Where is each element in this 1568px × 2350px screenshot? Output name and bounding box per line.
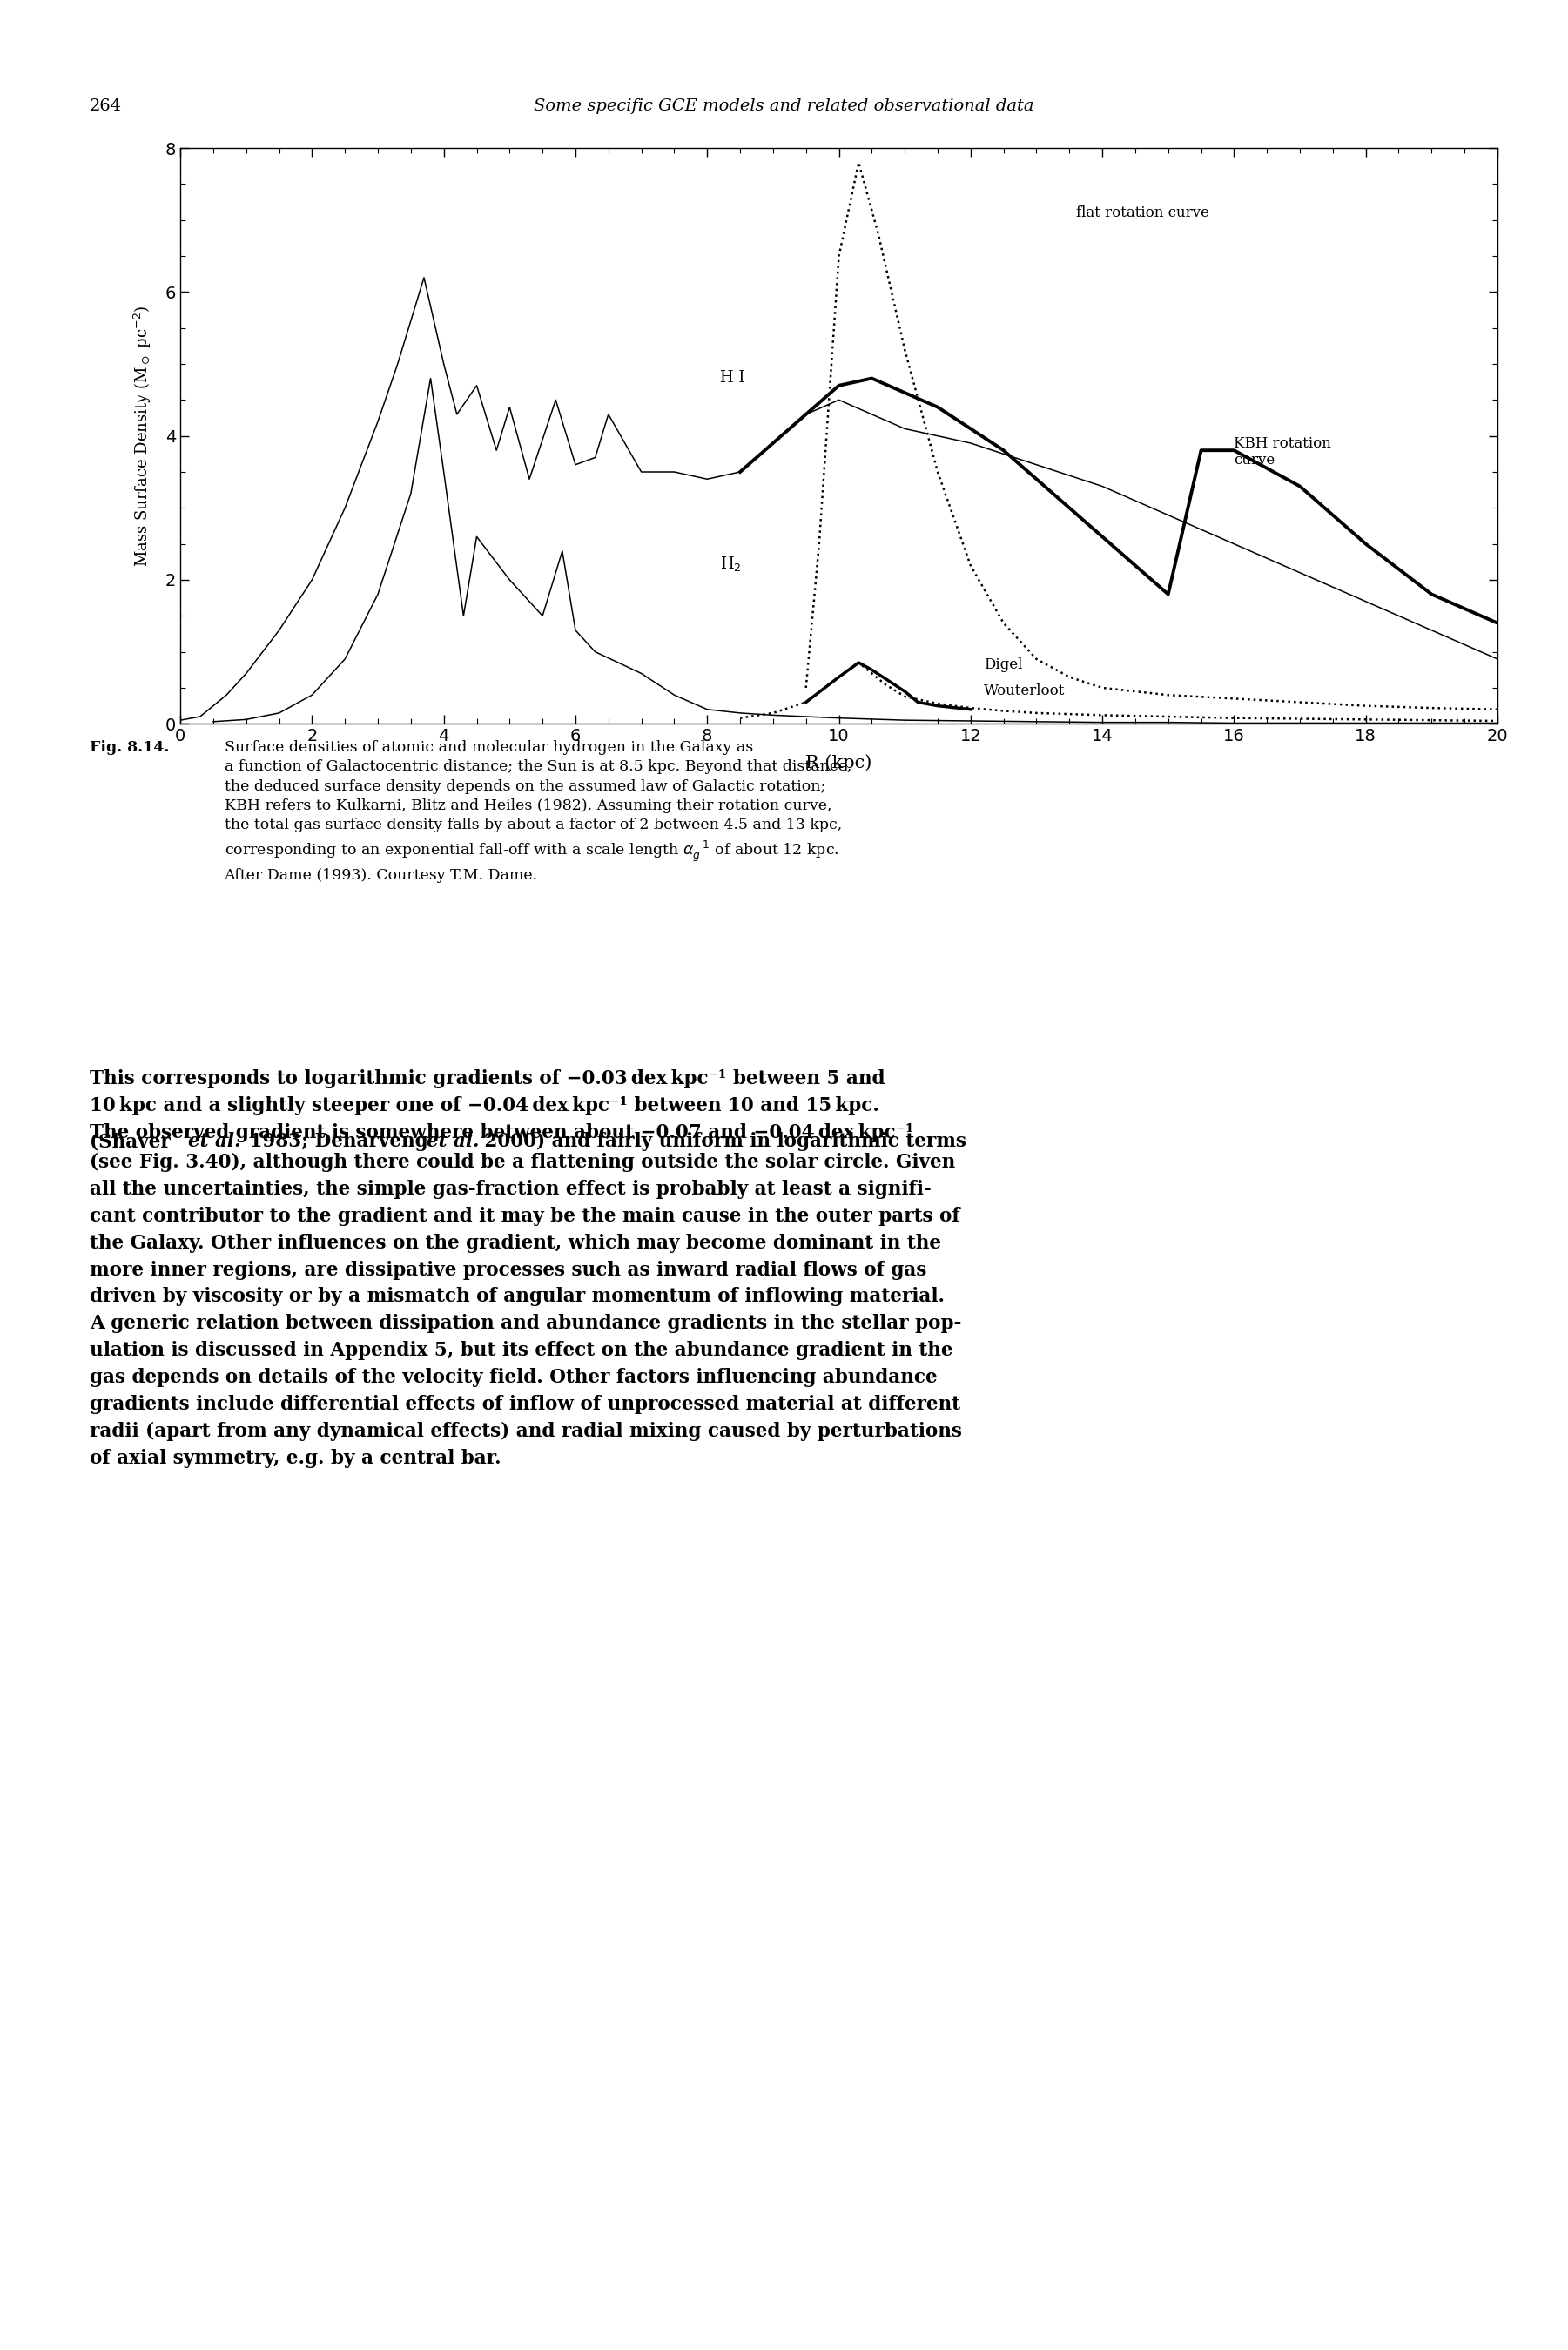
Text: Wouterloot: Wouterloot: [983, 684, 1065, 698]
Text: Digel: Digel: [983, 658, 1022, 672]
Text: Surface densities of atomic and molecular hydrogen in the Galaxy as
a function o: Surface densities of atomic and molecula…: [224, 740, 851, 884]
Text: Some specific GCE models and related observational data: Some specific GCE models and related obs…: [535, 99, 1033, 115]
Text: (see Fig. 3.40), although there could be a flattening outside the solar circle. : (see Fig. 3.40), although there could be…: [89, 1154, 961, 1469]
Text: KBH rotation
curve: KBH rotation curve: [1234, 437, 1331, 468]
Text: 264: 264: [89, 99, 122, 115]
Text: H$_2$: H$_2$: [720, 555, 742, 573]
Text: H I: H I: [720, 369, 745, 385]
Text: 2000) and fairly uniform in logarithmic terms: 2000) and fairly uniform in logarithmic …: [478, 1133, 966, 1152]
X-axis label: R (kpc): R (kpc): [806, 754, 872, 771]
Text: 1983; Deharveng: 1983; Deharveng: [243, 1133, 434, 1152]
Text: et al.: et al.: [426, 1133, 480, 1152]
Text: This corresponds to logarithmic gradients of −0.03 dex kpc⁻¹ between 5 and
10 kp: This corresponds to logarithmic gradient…: [89, 1069, 914, 1142]
Text: flat rotation curve: flat rotation curve: [1076, 207, 1209, 221]
Text: Fig. 8.14.: Fig. 8.14.: [89, 740, 169, 754]
Text: (Shaver: (Shaver: [89, 1133, 177, 1152]
Text: et al.: et al.: [188, 1133, 241, 1152]
Y-axis label: Mass Surface Density (M$_\odot$ pc$^{-2}$): Mass Surface Density (M$_\odot$ pc$^{-2}…: [132, 306, 154, 566]
